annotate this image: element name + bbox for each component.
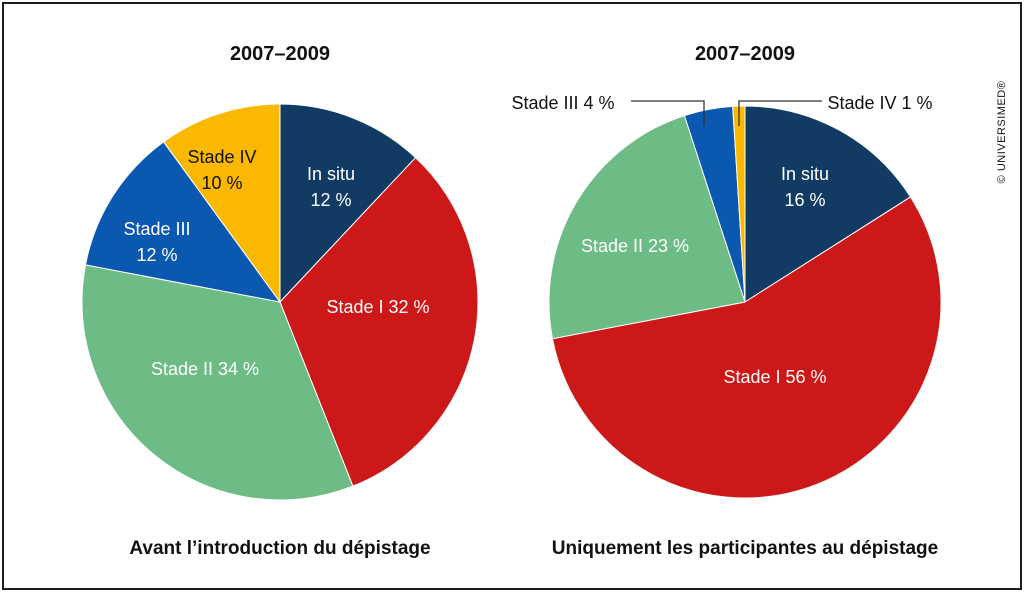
chart-1-title: 2007–2009: [230, 43, 330, 65]
chart-1-slice-stade-i: [279, 156, 479, 487]
chart-2-label-in-situ: In situ: [781, 164, 829, 184]
chart-1-slice-in-situ: [279, 103, 417, 304]
chart-2-slice-stade-i: [551, 196, 942, 499]
chart-2-label-stade-ii: Stade II 23 %: [581, 236, 689, 256]
chart-2-caption: Uniquement les participantes au dépistag…: [552, 538, 938, 559]
chart-1-slice-stade-iv: [162, 103, 281, 304]
copyright-credit: © UNIVERSIMED®: [996, 81, 1008, 184]
chart-1-label-in-situ: In situ: [307, 164, 355, 184]
chart-2-label-stade-iv: Stade IV 1 %: [827, 93, 932, 113]
chart-1-slice-stade-ii: [81, 264, 354, 501]
chart-1-label-stade-iv: 10 %: [201, 173, 242, 193]
chart-2-label-in-situ: 16 %: [784, 190, 825, 210]
chart-2-leader-stade-iv: [738, 100, 822, 126]
chart-2-label-stade-i: Stade I 56 %: [723, 367, 826, 387]
chart-1-label-stade-iv: Stade IV: [187, 147, 256, 167]
pies-group: In situ 12 % Stade I 32 % Stade II 34 % Stad…: [81, 93, 942, 501]
chart-1-label-stade-i: Stade I 32 %: [326, 297, 429, 317]
chart-2-leader-stade-iii: [631, 100, 705, 126]
chart-2-title: 2007–2009: [695, 43, 795, 65]
chart-1-slice-stade-iii: [84, 141, 282, 303]
chart-2-label-stade-iii: Stade III 4 %: [511, 93, 614, 113]
chart-1-label-stade-iii: Stade III: [123, 219, 190, 239]
chart-1-label-stade-iii: 12 %: [136, 245, 177, 265]
chart-1-caption: Avant l’introduction du dépistage: [129, 538, 430, 559]
chart-1-label-in-situ: 12 %: [310, 190, 351, 210]
chart-2-slice-in-situ: [744, 105, 912, 303]
chart-1-label-stade-ii: Stade II 34 %: [151, 359, 259, 379]
chart-2-slice-stade-ii: [548, 114, 746, 340]
